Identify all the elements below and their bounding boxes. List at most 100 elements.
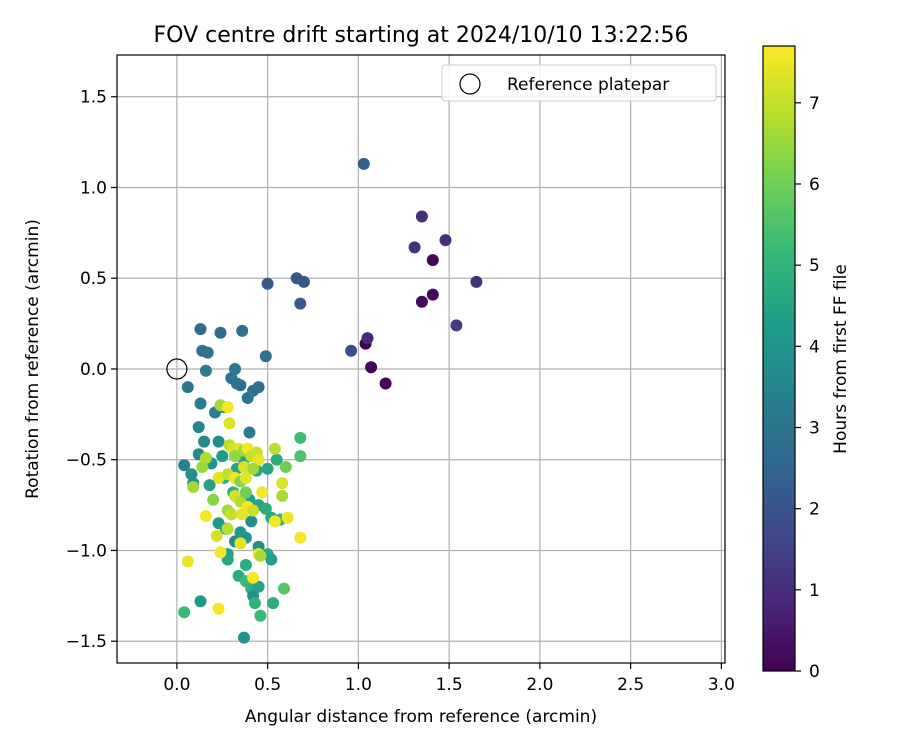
- data-point: [270, 453, 283, 466]
- data-point: [365, 361, 378, 374]
- legend-marker-reference: [459, 73, 481, 95]
- data-point: [214, 326, 227, 339]
- data-point: [426, 288, 439, 301]
- data-point: [181, 555, 194, 568]
- data-point: [178, 459, 191, 472]
- data-point: [247, 571, 260, 584]
- colorbar-tick-label: 2: [809, 500, 820, 520]
- data-point: [216, 450, 229, 463]
- data-point: [238, 631, 250, 644]
- data-point: [236, 324, 249, 337]
- data-point: [178, 606, 191, 619]
- x-tick-label: 2.0: [526, 675, 553, 695]
- colorbar-tick-label: 3: [809, 418, 820, 438]
- data-point: [245, 515, 258, 528]
- y-tick-label: −1.0: [66, 541, 107, 561]
- colorbar-tick-label: 6: [809, 175, 820, 195]
- data-point: [439, 234, 452, 247]
- data-point: [268, 442, 281, 455]
- data-point: [415, 210, 428, 223]
- data-point: [247, 504, 260, 517]
- data-point: [259, 502, 272, 515]
- data-point: [239, 486, 252, 499]
- data-point: [187, 481, 200, 493]
- data-point: [470, 275, 483, 288]
- data-point: [194, 397, 207, 410]
- data-point: [214, 546, 227, 559]
- data-point: [281, 511, 294, 524]
- data-point: [379, 377, 392, 390]
- data-point: [207, 493, 220, 506]
- data-point: [201, 346, 214, 359]
- data-point: [294, 450, 307, 463]
- data-point: [243, 426, 256, 439]
- y-tick-label: 1.0: [80, 178, 107, 198]
- x-tick-label: 1.0: [345, 675, 372, 695]
- y-axis: −1.5 −1.0 −0.5 0.0 0.5 1.0 1.5: [66, 88, 117, 652]
- data-point: [254, 549, 267, 562]
- x-tick-label: 2.5: [617, 675, 644, 695]
- colorbar-tick-label: 1: [809, 581, 820, 601]
- colorbar-tick-label: 5: [809, 256, 820, 276]
- grid: [117, 55, 725, 663]
- y-tick-label: 0.5: [80, 269, 107, 289]
- data-point: [196, 461, 209, 473]
- data-point: [234, 379, 247, 392]
- data-point: [357, 157, 370, 170]
- data-point: [199, 510, 212, 522]
- data-point: [198, 435, 211, 448]
- legend-label: Reference platepar: [507, 75, 669, 95]
- x-axis-label: Angular distance from reference (arcmin): [245, 707, 597, 727]
- data-point: [297, 275, 310, 288]
- data-point: [203, 479, 216, 492]
- data-point: [194, 595, 207, 608]
- data-point: [210, 530, 223, 542]
- data-point: [268, 515, 281, 528]
- data-point: [229, 450, 241, 463]
- data-point: [248, 597, 261, 610]
- data-point: [279, 461, 292, 473]
- data-point: [252, 453, 265, 466]
- data-point: [252, 381, 265, 394]
- plot-frame: [116, 54, 726, 664]
- data-point: [212, 471, 225, 484]
- data-point: [278, 582, 290, 595]
- data-point: [261, 277, 274, 290]
- y-tick-label: 0.0: [80, 360, 107, 380]
- colorbar-tick-label: 0: [809, 662, 820, 682]
- scatter-points: [178, 157, 483, 644]
- data-point: [194, 323, 207, 336]
- data-point: [229, 363, 241, 375]
- data-point: [199, 451, 212, 464]
- x-tick-label: 1.5: [436, 675, 463, 695]
- x-axis: 0.0 0.5 1.0 1.5 2.0 2.5 3.0: [163, 663, 735, 695]
- data-point: [239, 471, 252, 484]
- data-point: [234, 537, 247, 550]
- data-point: [256, 486, 269, 499]
- colorbar-gradient: [762, 45, 796, 672]
- colorbar-tick-label: 7: [809, 94, 820, 114]
- data-point: [294, 531, 307, 544]
- data-point: [265, 553, 278, 566]
- data-point: [345, 344, 358, 357]
- x-tick-label: 0.5: [254, 675, 281, 695]
- data-point: [212, 602, 225, 615]
- data-point: [192, 421, 205, 434]
- colorbar: Hours from first FF file 0 1 2 3 4 5 6 7: [762, 45, 851, 682]
- data-point: [294, 431, 307, 444]
- data-point: [225, 508, 238, 521]
- reference-platepar-marker: [166, 358, 188, 380]
- y-tick-label: 1.5: [80, 88, 107, 108]
- data-point: [254, 609, 267, 622]
- legend-box: [441, 64, 717, 102]
- data-point: [415, 295, 428, 308]
- data-point: [223, 417, 236, 430]
- y-axis-label: Rotation from reference (arcmin): [23, 219, 43, 499]
- data-point: [221, 401, 234, 414]
- data-point: [426, 254, 439, 267]
- x-tick-label: 0.0: [163, 675, 190, 695]
- data-point: [252, 580, 265, 593]
- data-point: [450, 319, 463, 332]
- data-point: [408, 241, 421, 254]
